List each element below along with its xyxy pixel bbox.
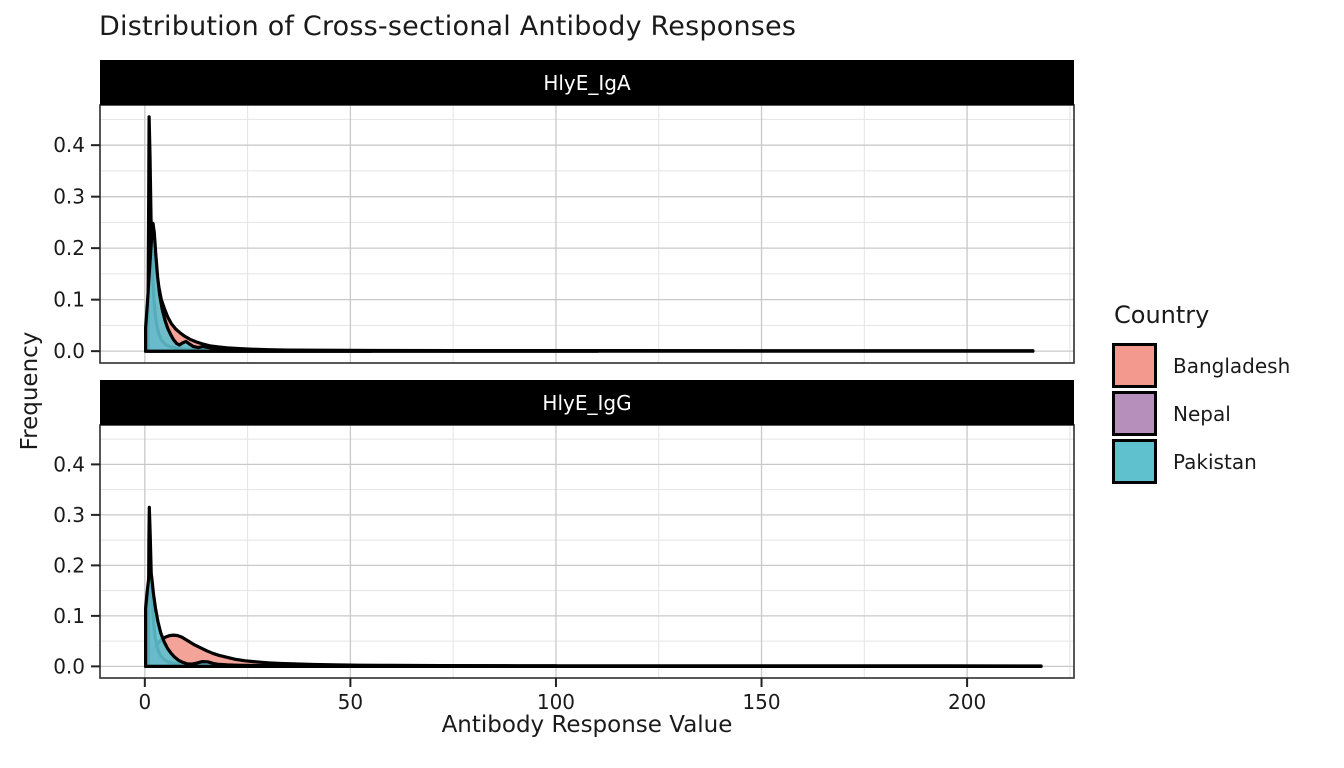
x-tick-label: 50 [338, 690, 363, 714]
legend-swatch-pakistan [1112, 439, 1157, 484]
legend-label-bangladesh: Bangladesh [1173, 353, 1291, 378]
x-tick-label: 0 [138, 690, 151, 714]
legend: Country Bangladesh Nepal Pakistan [1112, 301, 1338, 487]
legend-swatch-bangladesh [1112, 343, 1157, 388]
y-tick-label: 0.4 [53, 133, 85, 157]
legend-title: Country [1114, 301, 1210, 329]
x-axis-title: Antibody Response Value [441, 712, 733, 738]
x-tick-label: 100 [537, 690, 575, 714]
x-tick-label: 150 [742, 690, 780, 714]
y-axis-title: Frequency [17, 331, 43, 451]
y-tick-label: 0.3 [53, 503, 85, 527]
x-tick-label: 200 [948, 690, 986, 714]
y-tick-label: 0.0 [53, 339, 85, 363]
y-tick-label: 0.2 [53, 236, 85, 260]
density-hlye_igg-bangladesh [144, 633, 1043, 668]
legend-label-nepal: Nepal [1173, 401, 1231, 426]
legend-label-pakistan: Pakistan [1173, 449, 1257, 474]
y-tick-label: 0.1 [53, 604, 85, 628]
y-tick-label: 0.2 [53, 553, 85, 577]
legend-entry-bangladesh: Bangladesh [1112, 343, 1338, 388]
panel-background [100, 105, 1074, 363]
density-hlye_iga-pakistan [144, 221, 373, 353]
y-tick-label: 0.0 [53, 654, 85, 678]
density-hlye_igg-pakistan [144, 567, 361, 668]
legend-entry-nepal: Nepal [1112, 391, 1338, 436]
legend-swatch-nepal [1112, 391, 1157, 436]
y-tick-label: 0.4 [53, 452, 85, 476]
y-tick-label: 0.3 [53, 185, 85, 209]
legend-entry-pakistan: Pakistan [1112, 439, 1338, 484]
facet-strip-label: HlyE_IgG [542, 391, 631, 415]
facet-strip [100, 60, 1074, 105]
y-tick-label: 0.1 [53, 288, 85, 312]
panel-background [100, 425, 1074, 678]
facet-strip-label: HlyE_IgA [543, 71, 631, 95]
facet-strip [100, 380, 1074, 425]
chart-title: Distribution of Cross-sectional Antibody… [99, 11, 797, 42]
